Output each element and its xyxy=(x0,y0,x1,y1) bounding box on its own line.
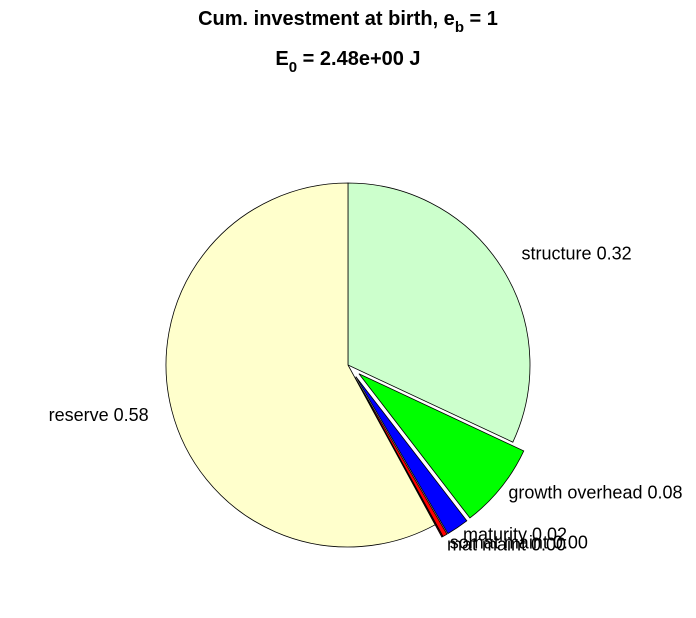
slice-label: maturity 0.02 xyxy=(463,524,567,544)
slice-value-label: 0.08 xyxy=(647,482,682,502)
title-tail: = 1 xyxy=(464,8,498,30)
pie-slice xyxy=(358,373,525,519)
slice-label: somat maint 0.00 xyxy=(450,532,588,552)
slice-value-label: 0.00 xyxy=(531,534,566,554)
title-sub: b xyxy=(455,19,464,36)
slice-name: growth overhead xyxy=(508,482,642,502)
slice-name: structure xyxy=(522,243,592,263)
slice-label: reserve 0.58 xyxy=(49,405,149,425)
slice-name: mat maint xyxy=(447,534,526,554)
chart-subtitle: E0 = 2.48e+00 J xyxy=(275,48,420,76)
pie-slice xyxy=(355,376,468,535)
slice-value-label: 0.02 xyxy=(532,524,567,544)
subtitle-sub: 0 xyxy=(289,59,297,76)
subtitle-tail: = 2.48e+00 J xyxy=(297,48,420,70)
chart-title: Cum. investment at birth, eb = 1 xyxy=(198,8,498,36)
slice-label: mat maint 0.00 xyxy=(447,534,566,554)
pie-slice xyxy=(347,182,531,443)
slice-value-label: 0.32 xyxy=(597,243,632,263)
slice-name: maturity xyxy=(463,524,527,544)
slice-value-label: 0.58 xyxy=(114,405,149,425)
pie-slice xyxy=(165,182,436,548)
title-text: Cum. investment at birth, e xyxy=(198,8,455,30)
slice-value-label: 0.00 xyxy=(553,532,588,552)
slice-label: structure 0.32 xyxy=(522,243,632,263)
slice-name: somat maint xyxy=(450,532,548,552)
slice-label: growth overhead 0.08 xyxy=(508,482,682,502)
subtitle-text: E xyxy=(275,48,288,70)
slice-name: reserve xyxy=(49,405,109,425)
